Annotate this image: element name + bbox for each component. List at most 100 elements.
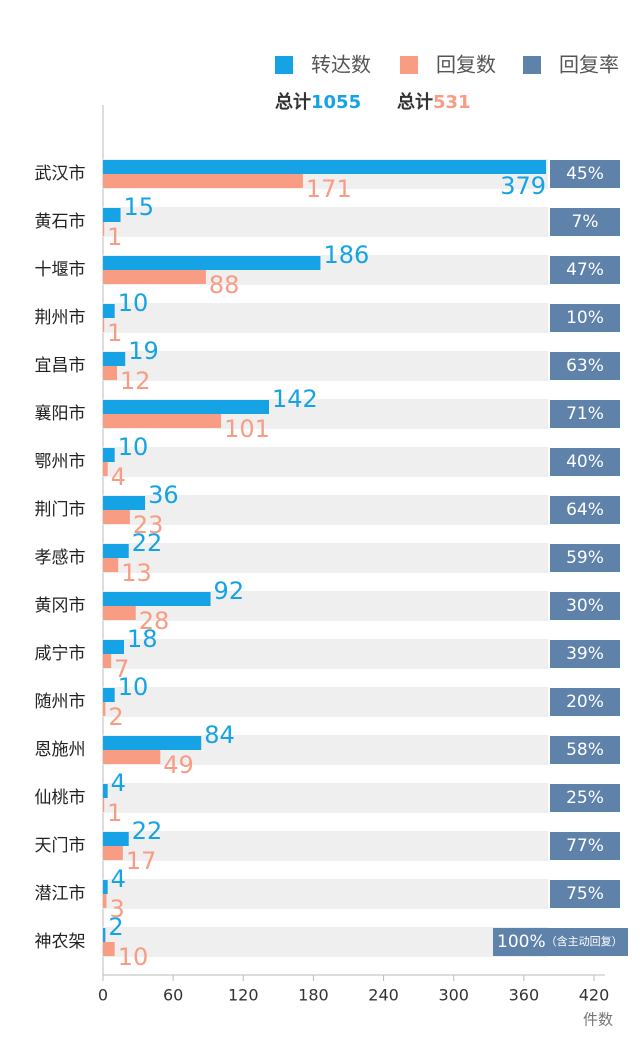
bar [103, 510, 130, 524]
category-label: 黄石市 [35, 212, 86, 232]
bar [103, 366, 118, 380]
legend-swatch [523, 56, 541, 74]
rate-box [550, 640, 620, 668]
bar [103, 592, 211, 606]
rate-value: 45% [566, 164, 604, 184]
x-tick-label: 240 [368, 986, 399, 1005]
rate-box [550, 784, 620, 812]
rate-box [550, 544, 620, 572]
category-label: 随州市 [35, 692, 86, 712]
value-label: 22 [132, 529, 163, 557]
value-label: 10 [118, 943, 149, 971]
value-label: 2 [108, 703, 123, 731]
value-label: 19 [128, 337, 159, 365]
rate-box [550, 880, 620, 908]
value-label: 84 [204, 721, 235, 749]
rate-label: 25% [566, 788, 604, 808]
value-label: 1 [107, 799, 122, 827]
category-label: 咸宁市 [35, 644, 86, 664]
rate-label: 71% [566, 404, 604, 424]
rate-value: 75% [566, 884, 604, 904]
row-band [103, 207, 548, 237]
rate-box [550, 736, 620, 764]
value-label: 7 [114, 655, 129, 683]
rate-box [550, 832, 620, 860]
bar [103, 654, 112, 668]
category-label: 天门市 [35, 836, 86, 856]
value-label: 1 [107, 319, 122, 347]
rate-label: 47% [566, 260, 604, 280]
rate-value: 25% [566, 788, 604, 808]
bar [103, 750, 161, 764]
bar [103, 304, 115, 318]
x-tick-label: 180 [298, 986, 329, 1005]
rate-value: 40% [566, 452, 604, 472]
rate-label: 39% [566, 644, 604, 664]
legend-swatch [400, 56, 418, 74]
category-label: 荆州市 [35, 308, 86, 328]
x-tick-label: 60 [163, 986, 183, 1005]
value-label: 22 [132, 817, 163, 845]
category-label: 鄂州市 [35, 452, 86, 472]
bar [103, 736, 202, 750]
category-label: 孝感市 [35, 548, 86, 568]
bar [103, 798, 105, 812]
rate-box [493, 928, 628, 956]
bar [103, 496, 146, 510]
value-label: 17 [126, 847, 157, 875]
legend-label: 回复数 [436, 53, 496, 77]
rate-value: 100% [497, 932, 546, 952]
rate-value: 77% [566, 836, 604, 856]
row-band [103, 303, 548, 333]
rate-label: 40% [566, 452, 604, 472]
x-tick-label: 300 [438, 986, 469, 1005]
rate-label: 59% [566, 548, 604, 568]
x-tick-label: 360 [509, 986, 540, 1005]
value-label: 88 [209, 271, 240, 299]
bar [103, 846, 123, 860]
value-label: 36 [148, 481, 179, 509]
rate-label: 10% [566, 308, 604, 328]
row-band [103, 831, 548, 861]
legend-swatch [275, 56, 293, 74]
value-label: 10 [118, 289, 149, 317]
bar [103, 352, 126, 366]
value-label: 13 [121, 559, 152, 587]
rate-value: 71% [566, 404, 604, 424]
bar [103, 880, 108, 894]
row-band [103, 351, 548, 381]
rate-box [550, 448, 620, 476]
rate-value: 20% [566, 692, 604, 712]
rate-label: 100%（含主动回复） [497, 932, 623, 952]
value-label: 4 [111, 769, 126, 797]
value-label: 142 [272, 385, 318, 413]
bar [103, 558, 119, 572]
category-label: 宜昌市 [35, 356, 86, 376]
bar [103, 832, 129, 846]
bar [103, 688, 115, 702]
category-label: 襄阳市 [35, 403, 86, 424]
category-label: 潜江市 [35, 884, 86, 904]
value-label: 92 [214, 577, 245, 605]
bar [103, 400, 270, 414]
bar [103, 208, 121, 222]
bar [103, 894, 107, 908]
total: 总计531 [397, 91, 471, 113]
category-label: 武汉市 [35, 164, 86, 184]
value-label: 3 [110, 895, 125, 923]
row-band [103, 543, 548, 573]
rate-box [550, 592, 620, 620]
total: 总计1055 [275, 91, 361, 113]
rate-value: 30% [566, 596, 604, 616]
category-label: 神农架 [35, 932, 86, 952]
total-label: 总计 [397, 91, 433, 113]
rate-box [550, 688, 620, 716]
rate-value: 64% [566, 500, 604, 520]
row-band [103, 927, 548, 957]
value-label: 101 [224, 415, 270, 443]
bar [103, 784, 108, 798]
rate-value: 47% [566, 260, 604, 280]
rate-label: 64% [566, 500, 604, 520]
rate-label: 77% [566, 836, 604, 856]
